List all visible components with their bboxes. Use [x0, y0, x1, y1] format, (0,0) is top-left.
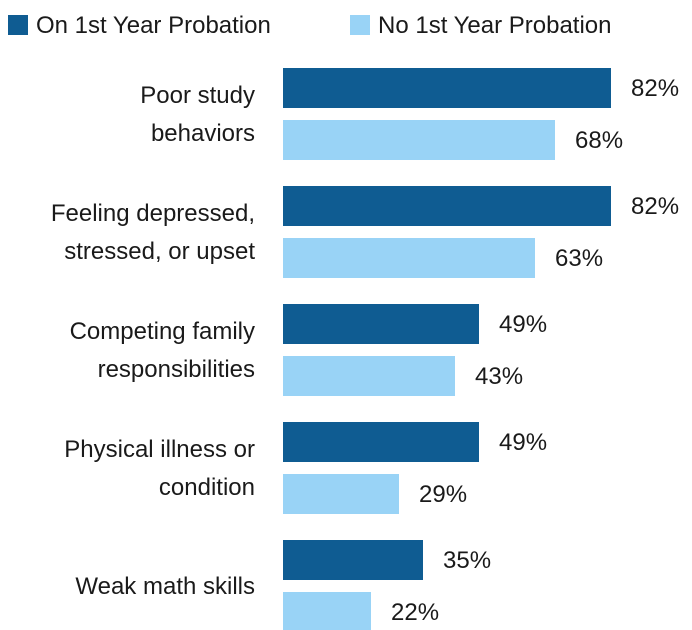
bar-on-probation	[283, 186, 611, 226]
category-label-line: Poor study	[140, 82, 255, 109]
category-label: Competing family responsibilities	[70, 318, 255, 383]
data-label: 68%	[575, 127, 623, 154]
category-label: Weak math skills	[75, 573, 255, 600]
bar-on-probation	[283, 68, 611, 108]
data-label: 49%	[499, 311, 547, 338]
bar-no-probation	[283, 356, 455, 396]
category-labels: Poor study behaviors Feeling depressed, str…	[51, 82, 255, 600]
category-label-line: Physical illness or	[64, 436, 255, 463]
legend-label-1: No 1st Year Probation	[378, 12, 612, 39]
bar-on-probation	[283, 540, 423, 580]
bars	[283, 68, 611, 630]
data-label: 82%	[631, 75, 679, 102]
category-label: Feeling depressed, stressed, or upset	[51, 200, 255, 265]
category-label-line: Competing family	[70, 318, 255, 345]
bar-no-probation	[283, 474, 399, 514]
bar-on-probation	[283, 422, 479, 462]
category-label-line: responsibilities	[98, 356, 255, 383]
data-label: 29%	[419, 481, 467, 508]
category-label-line: stressed, or upset	[64, 238, 255, 265]
legend-label-0: On 1st Year Probation	[36, 12, 271, 39]
data-label: 49%	[499, 429, 547, 456]
bar-no-probation	[283, 120, 555, 160]
category-label: Poor study behaviors	[140, 82, 255, 147]
value-labels: 82% 68% 82% 63% 49% 43% 49% 29% 35%22%	[391, 75, 679, 626]
data-label: 22%	[391, 599, 439, 626]
bar-on-probation	[283, 304, 479, 344]
data-label: 63%	[555, 245, 603, 272]
data-label: 35%	[443, 547, 491, 574]
data-label: 82%	[631, 193, 679, 220]
data-label: 43%	[475, 363, 523, 390]
category-label: Physical illness or condition	[64, 436, 255, 501]
legend-swatch-0	[8, 15, 28, 35]
legend-swatch-1	[350, 15, 370, 35]
category-label-line: Feeling depressed,	[51, 200, 255, 227]
category-label-line: behaviors	[151, 120, 255, 147]
legend: On 1st Year Probation No 1st Year Probati…	[8, 12, 612, 39]
category-label-line: condition	[159, 474, 255, 501]
bar-no-probation	[283, 238, 535, 278]
category-label-line: Weak math skills	[75, 573, 255, 600]
bar-no-probation	[283, 592, 371, 630]
